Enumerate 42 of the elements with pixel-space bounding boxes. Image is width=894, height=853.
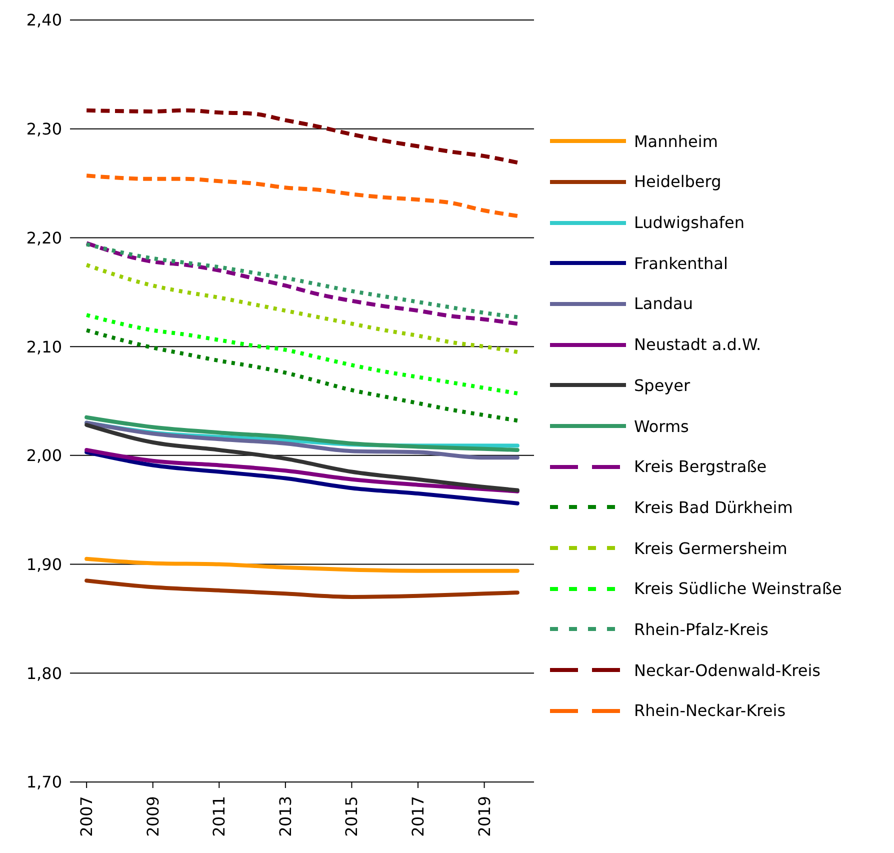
y-tick-label: 1,70 xyxy=(26,772,62,792)
y-tick-label: 2,30 xyxy=(26,120,62,139)
x-tick-label: 2019 xyxy=(474,796,494,837)
line-series xyxy=(84,448,520,494)
legend-label: Rhein-Pfalz-Kreis xyxy=(634,620,769,639)
y-tick-label: 2,10 xyxy=(26,337,62,356)
legend-label: Frankenthal xyxy=(634,254,728,273)
x-tick-label: 2011 xyxy=(210,796,229,837)
y-tick-label: 2,40 xyxy=(26,10,62,30)
x-tick-label: 2013 xyxy=(276,796,295,837)
legend-label: Neustadt a.d.W. xyxy=(634,335,762,354)
y-tick-label: 1,80 xyxy=(26,664,62,683)
legend-label: Kreis Bergstraße xyxy=(634,457,767,476)
line-series xyxy=(84,328,520,423)
legend-label: Kreis Bad Dürkheim xyxy=(634,498,793,517)
line-series xyxy=(84,420,520,460)
line-series xyxy=(84,450,520,506)
line-series xyxy=(84,415,520,452)
legend-label: Worms xyxy=(634,416,689,436)
y-tick-label: 1,90 xyxy=(26,554,62,574)
line-series xyxy=(84,556,520,573)
legend-label: Heidelberg xyxy=(634,172,722,192)
legend-label: Neckar-Odenwald-Kreis xyxy=(634,660,821,680)
legend-label: Kreis Südliche Weinstraße xyxy=(634,579,842,598)
x-tick-label: 2009 xyxy=(143,796,162,837)
legend-label: Landau xyxy=(634,294,693,314)
line-series xyxy=(84,422,520,492)
x-tick-label: 2007 xyxy=(77,796,96,837)
line-series xyxy=(84,174,520,218)
x-tick-label: 2015 xyxy=(342,796,362,837)
legend-label: Mannheim xyxy=(634,132,718,151)
legend-label: Kreis Germersheim xyxy=(634,538,788,558)
line-series xyxy=(84,108,520,165)
line-series xyxy=(84,313,520,396)
legend-label: Ludwigshafen xyxy=(634,213,745,232)
y-tick-label: 2,20 xyxy=(26,228,62,248)
legend-label: Speyer xyxy=(634,376,690,395)
y-tick-label: 2,00 xyxy=(26,446,62,466)
line-series xyxy=(84,262,520,354)
x-tick-label: 2017 xyxy=(408,796,428,837)
legend-label: Rhein-Neckar-Kreis xyxy=(634,701,786,720)
line-series xyxy=(84,578,520,599)
